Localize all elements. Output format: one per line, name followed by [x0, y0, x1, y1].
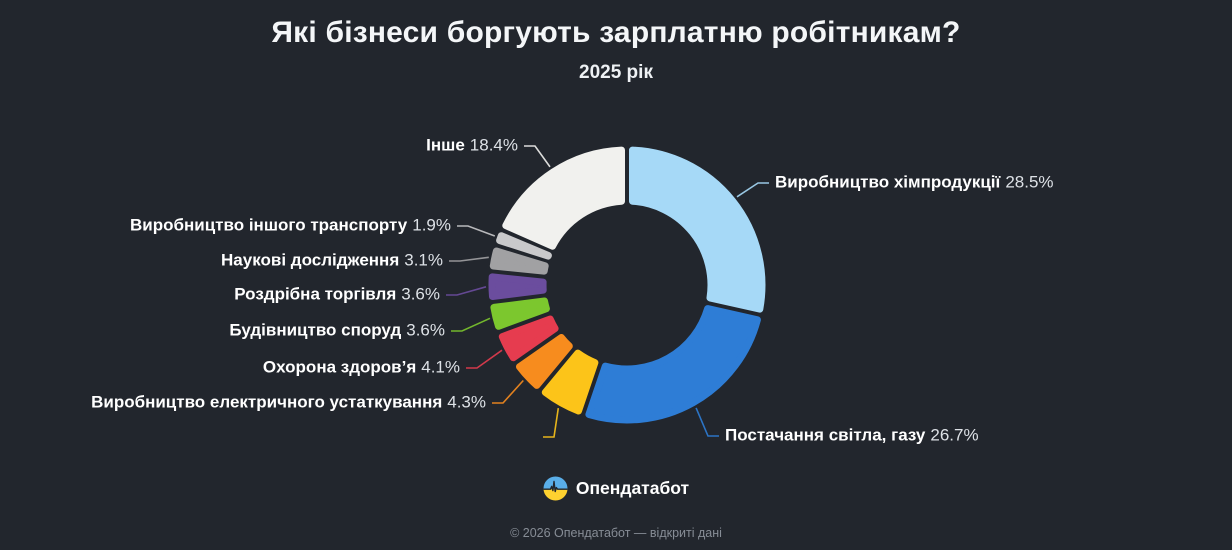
- donut-slice-research[interactable]: [489, 247, 549, 275]
- donut-slice-construction[interactable]: [490, 297, 550, 330]
- leader-line-unlabeled: [543, 407, 560, 438]
- leader-line-chem: [736, 182, 769, 198]
- footer-copyright: © 2026 Опендатабот — відкриті дані: [510, 526, 722, 540]
- donut-slice-electrical[interactable]: [516, 334, 573, 389]
- donut-slice-other[interactable]: [502, 146, 625, 250]
- donut-slice-unlabeled[interactable]: [541, 349, 599, 415]
- donut-slice-chem[interactable]: [629, 146, 766, 313]
- footer-brand: Опендатабот: [0, 476, 1232, 501]
- leader-line-research: [449, 256, 489, 262]
- leader-line-electrical: [492, 379, 524, 404]
- donut-slice-transport[interactable]: [496, 232, 552, 260]
- opendatabot-logo-icon: [543, 476, 568, 501]
- donut-slice-power[interactable]: [585, 305, 761, 424]
- donut-slice-health[interactable]: [498, 315, 559, 362]
- leader-line-other: [524, 145, 551, 168]
- chart-subtitle: 2025 рік: [579, 62, 653, 83]
- chart-title: Які бізнеси боргують зарплатню робітника…: [271, 16, 961, 49]
- leader-line-transport: [457, 225, 496, 237]
- footer-brand-name: Опендатабот: [575, 478, 690, 498]
- leader-line-retail: [446, 286, 487, 296]
- leader-line-construction: [451, 317, 491, 332]
- leader-line-health: [466, 349, 503, 369]
- leader-line-power: [695, 407, 719, 437]
- donut-slice-retail[interactable]: [488, 273, 547, 300]
